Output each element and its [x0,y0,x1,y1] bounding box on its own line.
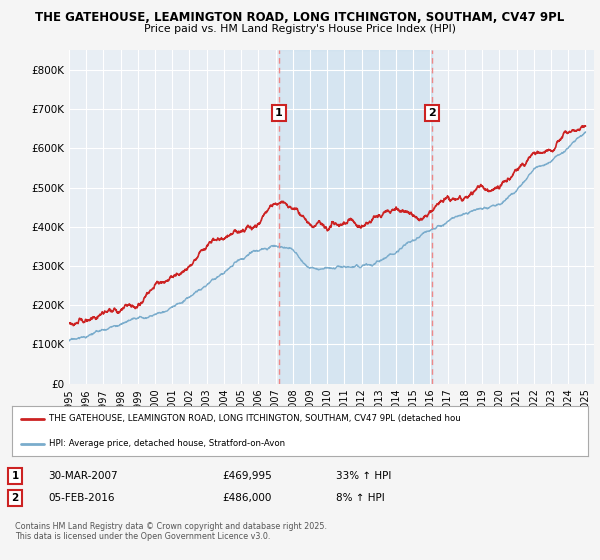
Text: 05-FEB-2016: 05-FEB-2016 [48,493,115,503]
Text: £486,000: £486,000 [222,493,271,503]
Text: HPI: Average price, detached house, Stratford-on-Avon: HPI: Average price, detached house, Stra… [49,439,286,449]
Bar [279,50,432,384]
Text: 8% ↑ HPI: 8% ↑ HPI [336,493,385,503]
Text: 1: 1 [275,108,283,118]
Text: Price paid vs. HM Land Registry's House Price Index (HPI): Price paid vs. HM Land Registry's House … [144,24,456,34]
Text: 33% ↑ HPI: 33% ↑ HPI [336,471,391,481]
Text: Contains HM Land Registry data © Crown copyright and database right 2025.
This d: Contains HM Land Registry data © Crown c… [15,522,327,542]
Text: THE GATEHOUSE, LEAMINGTON ROAD, LONG ITCHINGTON, SOUTHAM, CV47 9PL: THE GATEHOUSE, LEAMINGTON ROAD, LONG ITC… [35,11,565,24]
Text: 2: 2 [428,108,436,118]
Text: 2: 2 [11,493,19,503]
Text: 30-MAR-2007: 30-MAR-2007 [48,471,118,481]
Text: £469,995: £469,995 [222,471,272,481]
Text: THE GATEHOUSE, LEAMINGTON ROAD, LONG ITCHINGTON, SOUTHAM, CV47 9PL (detached hou: THE GATEHOUSE, LEAMINGTON ROAD, LONG ITC… [49,414,461,423]
Text: 1: 1 [11,471,19,481]
